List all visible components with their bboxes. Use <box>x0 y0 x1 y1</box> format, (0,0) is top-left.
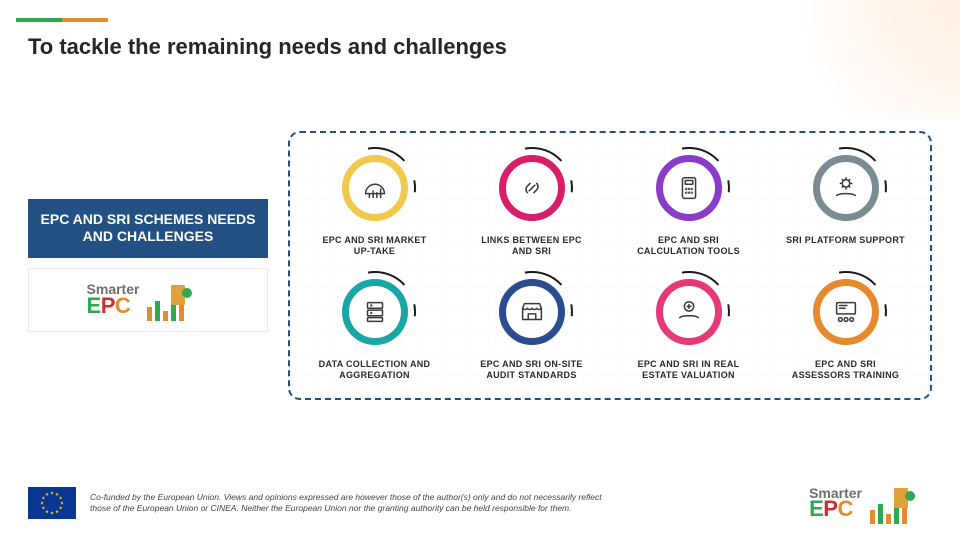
ring-icon <box>813 279 879 345</box>
needs-banner: EPC AND SRI SCHEMES NEEDS AND CHALLENGES <box>28 199 268 258</box>
footer-logo: Smarter EPC <box>809 482 932 524</box>
item-ring <box>336 273 414 351</box>
content-area: EPC AND SRI SCHEMES NEEDS AND CHALLENGES… <box>28 90 932 440</box>
left-block: EPC AND SRI SCHEMES NEEDS AND CHALLENGES… <box>28 199 268 332</box>
items-grid: EPC AND SRI MARKET UP-TAKE LINKS BETWEEN … <box>308 149 912 382</box>
item-ring <box>807 149 885 227</box>
footer: Co-funded by the European Union. Views a… <box>28 482 932 524</box>
ring-icon <box>342 155 408 221</box>
smarter-epc-logo: Smarter EPC <box>87 279 210 321</box>
item-caption: EPC AND SRI ASSESSORS TRAINING <box>786 359 906 382</box>
ring-icon <box>499 279 565 345</box>
item-caption: EPC AND SRI IN REAL ESTATE VALUATION <box>629 359 749 382</box>
item-4: DATA COLLECTION AND AGGREGATION <box>308 273 441 382</box>
item-caption: EPC AND SRI CALCULATION TOOLS <box>629 235 749 258</box>
item-0: EPC AND SRI MARKET UP-TAKE <box>308 149 441 258</box>
item-caption: DATA COLLECTION AND AGGREGATION <box>315 359 435 382</box>
accent-seg-2 <box>62 18 108 22</box>
logo-bars-icon <box>145 279 209 321</box>
ring-icon <box>499 155 565 221</box>
item-6: EPC AND SRI IN REAL ESTATE VALUATION <box>622 273 755 382</box>
page-title: To tackle the remaining needs and challe… <box>28 34 507 60</box>
accent-bar <box>16 18 108 22</box>
ring-icon <box>656 155 722 221</box>
item-ring <box>650 149 728 227</box>
item-ring <box>807 273 885 351</box>
eu-disclaimer: Co-funded by the European Union. Views a… <box>90 492 610 515</box>
item-caption: EPC AND SRI MARKET UP-TAKE <box>315 235 435 258</box>
item-2: EPC AND SRI CALCULATION TOOLS <box>622 149 755 258</box>
logo-word2: EPC <box>87 296 140 316</box>
items-panel: EPC AND SRI MARKET UP-TAKE LINKS BETWEEN … <box>288 131 932 400</box>
ring-icon <box>342 279 408 345</box>
item-ring <box>493 149 571 227</box>
item-5: EPC AND SRI ON-SITE AUDIT STANDARDS <box>465 273 598 382</box>
item-7: EPC AND SRI ASSESSORS TRAINING <box>779 273 912 382</box>
item-caption: EPC AND SRI ON-SITE AUDIT STANDARDS <box>472 359 592 382</box>
accent-seg-1 <box>16 18 62 22</box>
smarter-epc-logo-footer: Smarter EPC <box>809 482 932 524</box>
eu-flag-icon <box>28 487 76 519</box>
logo-card: Smarter EPC <box>28 268 268 332</box>
item-3: SRI PLATFORM SUPPORT <box>779 149 912 258</box>
item-1: LINKS BETWEEN EPC AND SRI <box>465 149 598 258</box>
item-ring <box>650 273 728 351</box>
item-caption: LINKS BETWEEN EPC AND SRI <box>472 235 592 258</box>
item-ring <box>493 273 571 351</box>
item-caption: SRI PLATFORM SUPPORT <box>786 235 905 246</box>
ring-icon <box>656 279 722 345</box>
logo-bars-icon <box>868 482 932 524</box>
ring-icon <box>813 155 879 221</box>
item-ring <box>336 149 414 227</box>
